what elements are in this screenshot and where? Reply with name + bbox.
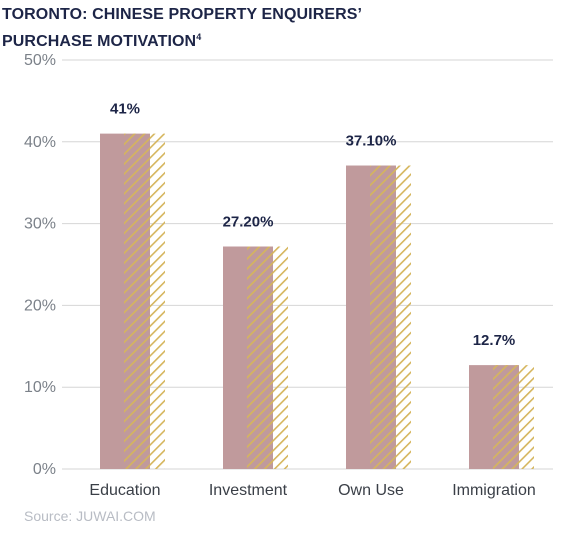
chart-title-line-2: PURCHASE MOTIVATION4 <box>2 26 362 53</box>
category-label: Own Use <box>338 482 404 499</box>
chart-title-line-1: TORONTO: CHINESE PROPERTY ENQUIRERS’ <box>2 6 363 23</box>
bar-hatch-immigration <box>493 365 534 469</box>
title-footnote-marker: 4 <box>196 32 202 42</box>
y-tick-label: 50% <box>24 52 56 69</box>
bars <box>100 133 534 469</box>
data-label: 41% <box>110 101 140 118</box>
x-axis-categories: Education Investment Own Use Immigration <box>89 482 535 499</box>
chart-title: TORONTO: CHINESE PROPERTY ENQUIRERS’ PUR… <box>2 4 362 53</box>
category-label: Education <box>89 482 160 499</box>
y-tick-label: 10% <box>24 379 56 396</box>
category-label: Investment <box>209 482 288 499</box>
y-tick-label: 20% <box>24 297 56 314</box>
y-tick-label: 30% <box>24 216 56 233</box>
bar-hatch-investment <box>247 246 288 469</box>
bar-hatch-education <box>124 133 165 469</box>
category-label: Immigration <box>452 482 536 499</box>
y-tick-label: 0% <box>33 461 56 478</box>
y-axis-ticks: 0% 10% 20% 30% 40% 50% <box>24 52 56 478</box>
data-labels: 41% 27.20% 37.10% 12.7% <box>110 101 515 349</box>
data-label: 37.10% <box>346 133 397 150</box>
bar-hatch-own-use <box>370 165 411 469</box>
y-tick-label: 40% <box>24 134 56 151</box>
data-label: 27.20% <box>223 214 274 231</box>
data-label: 12.7% <box>473 332 516 349</box>
source-note: Source: JUWAI.COM <box>24 508 156 524</box>
chart-title-line-2-text: PURCHASE MOTIVATION <box>2 33 197 50</box>
